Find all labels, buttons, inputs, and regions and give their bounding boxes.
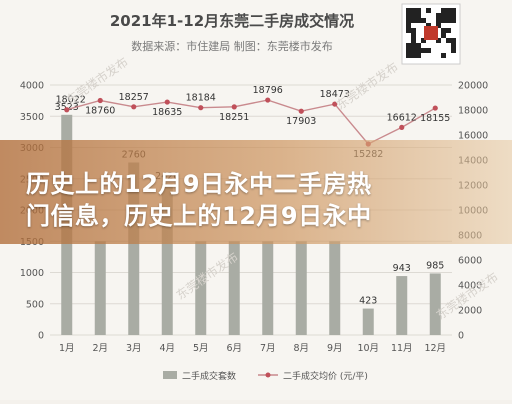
- price-point: [97, 97, 103, 104]
- price-point: [198, 105, 204, 111]
- right-tick-label: 20000: [458, 81, 488, 92]
- bar-value-label: 985: [426, 260, 444, 271]
- price-point: [399, 124, 405, 130]
- qr-code: [401, 3, 461, 65]
- legend-line-label: 二手成交均价 (元/平): [283, 370, 368, 382]
- x-tick-label: 1月: [59, 343, 75, 354]
- chart-title: 2021年1-12月东莞二手房成交情况: [110, 12, 354, 30]
- price-value-label: 18184: [186, 93, 216, 104]
- bar: [262, 241, 274, 335]
- bar: [195, 241, 207, 335]
- x-tick-label: 12月: [424, 343, 446, 354]
- legend-bar-label: 二手成交套数: [182, 370, 236, 382]
- price-value-label: 18473: [320, 89, 350, 100]
- left-tick-label: 3500: [20, 112, 44, 123]
- left-tick-label: 1000: [20, 268, 44, 279]
- x-tick-label: 8月: [293, 343, 309, 354]
- bar: [94, 241, 106, 335]
- x-tick-label: 11月: [391, 343, 413, 354]
- x-tick-label: 4月: [159, 343, 175, 354]
- price-value-label: 18022: [56, 95, 86, 106]
- price-value-label: 18257: [119, 92, 149, 103]
- price-value-label: 18155: [420, 113, 450, 124]
- price-value-label: 18635: [152, 107, 182, 118]
- bar: [228, 241, 240, 335]
- legend-bar-swatch: [163, 371, 177, 379]
- x-tick-label: 10月: [357, 343, 379, 354]
- x-tick-label: 3月: [126, 343, 142, 354]
- chart-subtitle: 数据来源：市住建局 制图：东莞楼市发布: [131, 39, 333, 53]
- right-tick-label: 16000: [458, 131, 488, 142]
- price-line: [66, 99, 436, 145]
- bar: [362, 308, 374, 335]
- right-tick-label: 0: [458, 331, 464, 342]
- price-value-label: 18760: [85, 106, 115, 117]
- left-tick-label: 500: [26, 299, 44, 310]
- bar: [128, 162, 140, 335]
- left-tick-label: 4000: [20, 81, 44, 92]
- price-point: [432, 105, 438, 111]
- bar: [295, 241, 307, 335]
- x-tick-label: 7月: [260, 343, 276, 354]
- headline-banner: 历史上的12月9日永中二手房热 门信息，历史上的12月9日永中: [0, 140, 512, 244]
- price-point: [298, 108, 304, 114]
- price-value-label: 18796: [253, 85, 283, 96]
- price-point: [265, 97, 271, 103]
- price-value-label: 18251: [219, 112, 249, 123]
- bar-value-label: 943: [393, 263, 411, 274]
- right-tick-label: 4000: [458, 281, 482, 292]
- bar: [429, 273, 441, 335]
- price-point: [131, 104, 137, 110]
- bar: [329, 241, 341, 335]
- legend-line-marker: [265, 372, 271, 378]
- right-tick-label: 18000: [458, 106, 488, 117]
- right-tick-label: 2000: [458, 306, 482, 317]
- price-value-label: 16612: [387, 112, 417, 123]
- price-point: [332, 101, 338, 107]
- headline-line-2: 门信息，历史上的12月9日永中: [26, 202, 372, 230]
- bar-value-label: 423: [359, 296, 377, 307]
- x-axis-ticks: 1月 2月 3月 4月 5月 6月 7月 8月 9月 10月 11月 12月: [59, 343, 446, 354]
- x-tick-label: 9月: [327, 343, 343, 354]
- price-value-label: 17903: [286, 116, 316, 127]
- right-tick-label: 6000: [458, 256, 482, 267]
- x-tick-label: 5月: [193, 343, 209, 354]
- x-tick-label: 6月: [226, 343, 242, 354]
- legend: 二手成交套数 二手成交均价 (元/平): [163, 370, 368, 382]
- price-point: [64, 107, 70, 113]
- price-point: [231, 104, 237, 110]
- price-point: [164, 99, 170, 105]
- left-tick-label: 0: [38, 331, 44, 342]
- headline-line-1: 历史上的12月9日永中二手房热: [26, 170, 372, 198]
- watermark: 东莞楼市发布: [333, 59, 401, 113]
- bar: [161, 183, 173, 335]
- x-tick-label: 2月: [92, 343, 108, 354]
- bar: [396, 276, 408, 335]
